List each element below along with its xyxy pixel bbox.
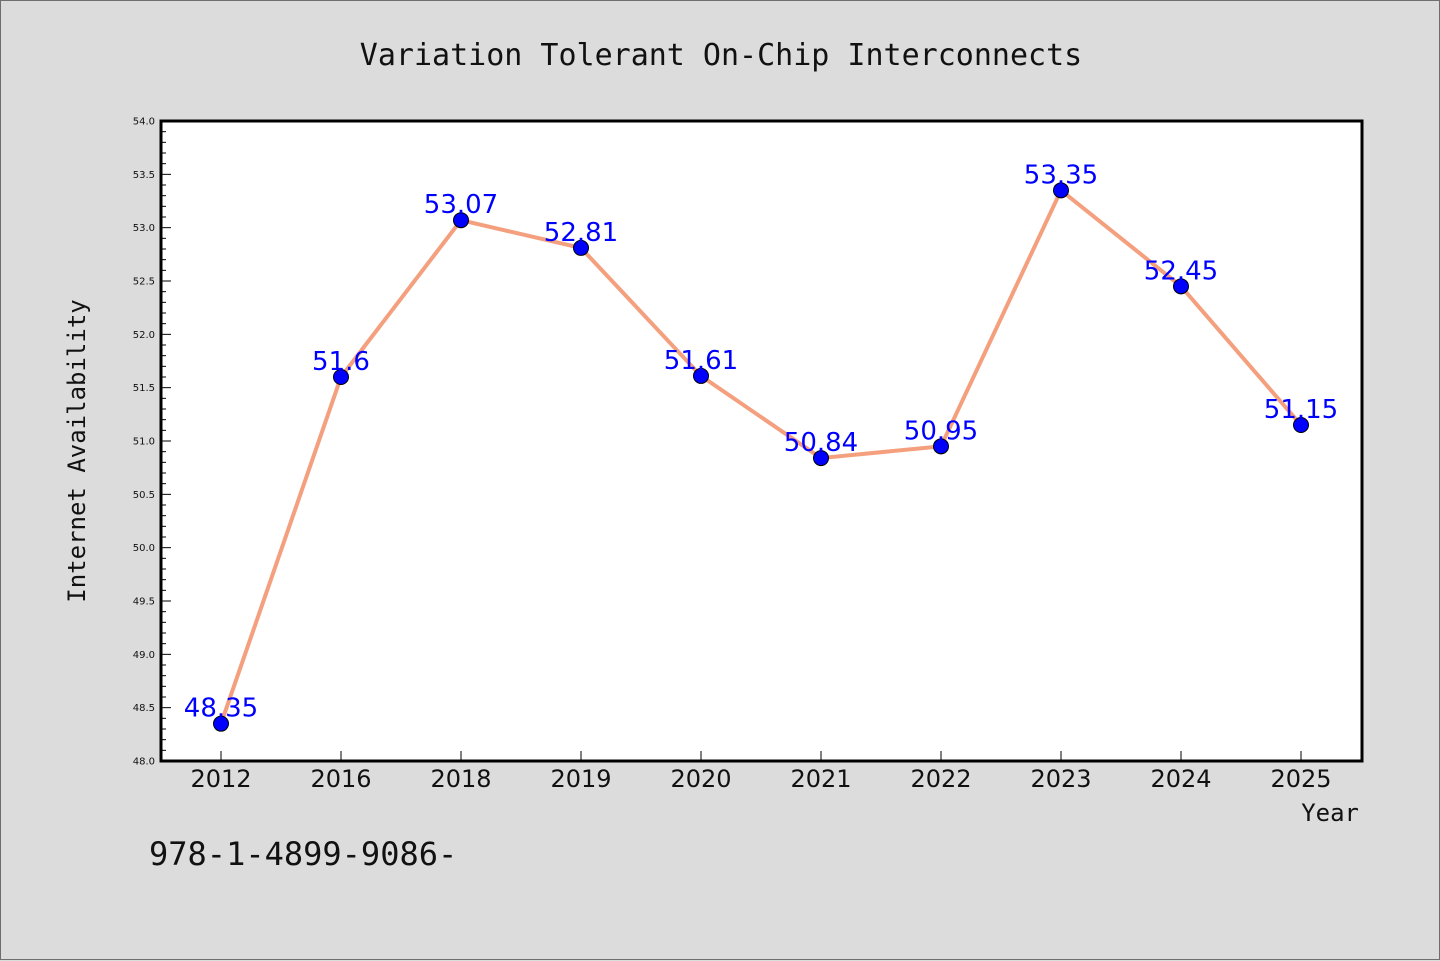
y-tick-label: 51.0 (133, 437, 155, 448)
x-tick-label: 2019 (550, 765, 611, 793)
y-tick-label: 52.5 (133, 277, 155, 288)
x-tick-label: 2018 (430, 765, 491, 793)
x-tick-label: 2024 (1150, 765, 1211, 793)
data-point (933, 438, 949, 455)
x-tick-label: 2025 (1270, 765, 1331, 793)
x-tick-label: 2022 (910, 765, 971, 793)
data-label: 51.15 (1264, 395, 1338, 425)
y-tick-label: 48.5 (133, 703, 155, 714)
plot-area (159, 119, 1364, 763)
data-point (213, 715, 229, 732)
data-label: 51.61 (664, 346, 738, 376)
data-label: 53.35 (1024, 160, 1098, 190)
data-label: 48.35 (184, 694, 258, 724)
y-axis-label: Internet Availability (63, 299, 91, 602)
data-label: 50.95 (904, 416, 978, 446)
series-line (219, 188, 1303, 725)
x-tick-label: 2016 (310, 765, 371, 793)
x-axis: 2012 2016 2018 2019 2020 2021 2022 2023 2024 2025 (190, 751, 1332, 793)
chart-title: Variation Tolerant On-Chip Interconnects (360, 38, 1082, 73)
y-tick-label: 51.5 (133, 383, 155, 394)
x-tick-label: 2023 (1030, 765, 1091, 793)
data-point (1173, 278, 1189, 295)
data-point (333, 369, 349, 385)
y-tick-label: 50.0 (133, 543, 155, 554)
y-tick-label: 50.5 (133, 490, 155, 501)
y-tick-label: 53.0 (133, 223, 155, 234)
y-tick-label: 52.0 (133, 330, 155, 341)
y-tick-label: 48.0 (133, 757, 155, 768)
y-tick-label: 54.0 (133, 117, 155, 128)
x-tick-label: 2012 (190, 765, 251, 793)
series-layer: 48.35 51.6 53.07 52.81 51.61 50.84 50.95 53.35 5… (184, 160, 1338, 732)
data-label: 52.81 (544, 218, 618, 248)
data-point (1053, 182, 1069, 199)
data-point (453, 212, 469, 229)
y-tick-label: 49.0 (133, 650, 155, 661)
footer-code: 978-1-4899-9086- (149, 835, 457, 873)
data-point (573, 239, 589, 256)
x-axis-label: Year (1301, 799, 1359, 827)
data-label: 51.6 (312, 347, 370, 377)
data-point (813, 450, 829, 467)
data-label: 50.84 (784, 428, 858, 458)
data-point (693, 367, 709, 384)
data-label: 52.45 (1144, 256, 1218, 286)
data-label: 53.07 (424, 190, 498, 220)
x-tick-label: 2020 (670, 765, 731, 793)
y-axis: 48.0 48.5 49.0 49.5 50.0 50.5 51.0 51.5 52.0 52.5… (133, 117, 171, 768)
data-point (1293, 417, 1309, 433)
y-tick-label: 53.5 (133, 170, 155, 181)
y-tick-label: 49.5 (133, 597, 155, 608)
x-tick-label: 2021 (790, 765, 851, 793)
